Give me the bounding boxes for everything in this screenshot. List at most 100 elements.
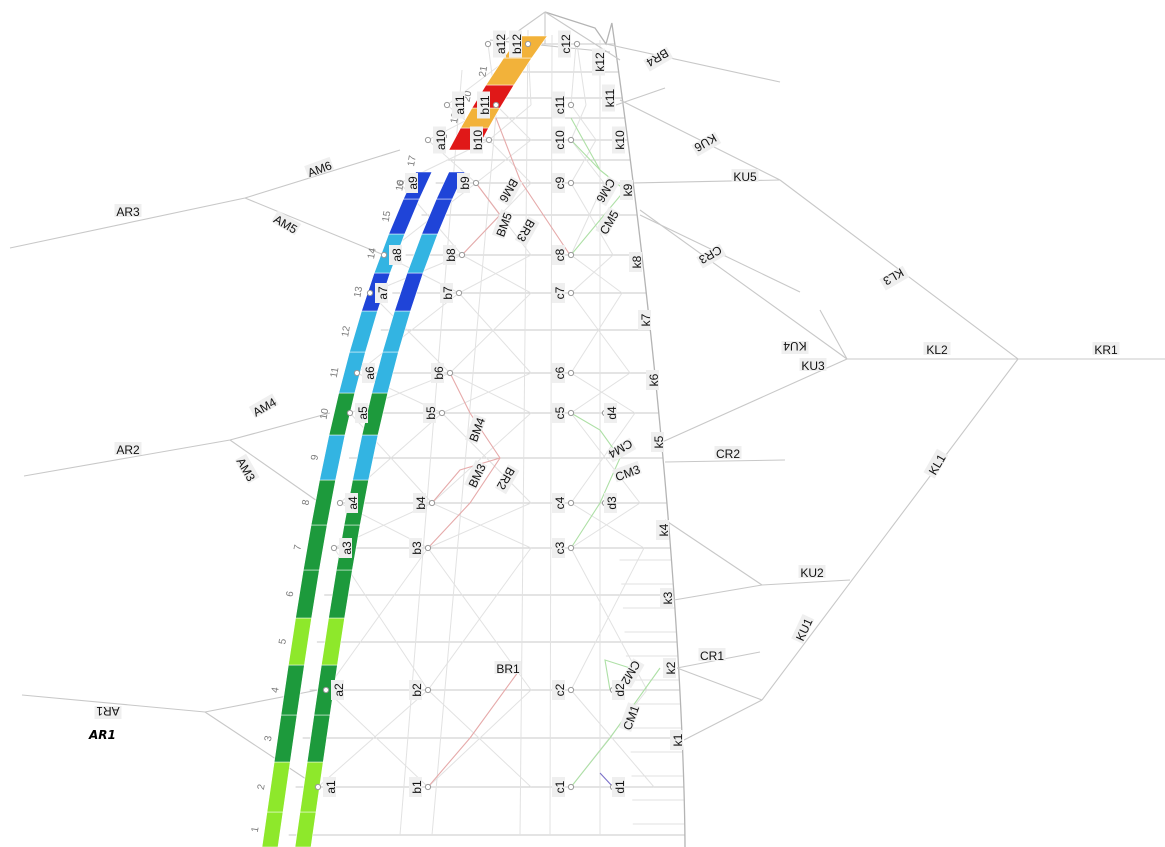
lattice <box>570 689 655 788</box>
node-a3: a3 <box>340 541 354 555</box>
ku3-line <box>659 358 848 444</box>
node-c2-group: c2 <box>552 680 567 700</box>
label-bg <box>552 680 565 700</box>
segment-number-group: 12 <box>340 325 353 338</box>
lattice <box>475 139 532 184</box>
lattice <box>570 139 597 184</box>
node-a4: a4 <box>346 496 360 510</box>
member-label-am4-group: AM4 <box>248 393 279 420</box>
node-k9: k9 <box>621 183 635 196</box>
segment-number-group: 9 <box>309 453 321 461</box>
lattice <box>570 502 641 549</box>
member-label-ku6-group: KU6 <box>691 131 722 157</box>
band-segment <box>302 524 328 571</box>
lattice <box>427 502 532 549</box>
segment-number: 13 <box>352 285 365 298</box>
node-b3: b3 <box>410 541 424 555</box>
label-bg <box>781 341 809 354</box>
node-b12: b12 <box>510 34 524 54</box>
node-a8: a8 <box>390 248 404 262</box>
label-bg <box>619 658 645 689</box>
member-label-ku2: KU2 <box>800 566 824 580</box>
member-label-kl1-group: KL1 <box>923 448 949 479</box>
label-bg <box>612 126 625 154</box>
node-c9-group: c9 <box>552 173 567 193</box>
band-segment <box>328 569 353 619</box>
node-k12-group: k12 <box>592 48 607 76</box>
node-a3-group: a3 <box>339 538 354 558</box>
label-bg <box>552 126 565 154</box>
cr2-line <box>664 459 786 463</box>
label-bg <box>304 156 335 179</box>
node-marker <box>380 251 388 259</box>
node-a1: a1 <box>324 780 338 794</box>
segment-number: 5 <box>277 637 289 645</box>
label-bg <box>440 283 453 303</box>
node-c8-group: c8 <box>552 245 567 265</box>
node-a10-group: a10 <box>433 126 448 154</box>
segment-number: 21 <box>477 65 490 78</box>
node-marker <box>567 289 575 297</box>
lattice <box>570 254 623 294</box>
node-marker <box>446 369 454 377</box>
node-k2-group: k2 <box>663 658 678 678</box>
segment-number-group: 3 <box>263 734 275 742</box>
member-label-ar1: AR1 <box>96 704 120 718</box>
lattice <box>461 254 532 294</box>
band-segment <box>319 434 346 481</box>
node-marker <box>314 783 322 791</box>
node-marker <box>573 40 581 48</box>
label-bg <box>643 46 674 72</box>
member-label-ku4: KU4 <box>783 339 807 353</box>
label-bg <box>443 245 456 265</box>
node-marker <box>424 686 432 694</box>
node-a10: a10 <box>434 130 448 150</box>
member-label-cr2: CR2 <box>716 447 740 461</box>
node-b2-group: b2 <box>409 680 424 700</box>
label-bg <box>433 126 446 154</box>
segment-number-group: 6 <box>285 590 297 598</box>
node-c6: c6 <box>553 366 567 379</box>
node-a6-group: a6 <box>362 363 377 383</box>
node-c11-group: c11 <box>552 91 567 119</box>
cm34-line <box>570 412 621 549</box>
node-k1-group: k1 <box>670 730 685 750</box>
node-marker <box>428 499 436 507</box>
node-marker <box>567 251 575 259</box>
label-bg <box>646 370 659 390</box>
node-c12: c12 <box>559 34 573 54</box>
member-label-cm3: CM3 <box>613 462 642 484</box>
label-bg <box>1092 342 1120 355</box>
member-label-am6: AM6 <box>306 158 334 180</box>
node-marker <box>330 544 338 552</box>
node-b9-group: b9 <box>457 173 472 193</box>
lattice <box>431 502 532 549</box>
lattice <box>570 372 636 414</box>
label-bg <box>558 30 571 58</box>
segment-number: 12 <box>340 325 353 338</box>
node-c7-group: c7 <box>552 283 567 303</box>
label-bg <box>423 403 436 423</box>
label-bg <box>493 30 506 58</box>
ku2-line <box>761 579 851 586</box>
node-b4-group: b4 <box>413 493 428 513</box>
label-bg <box>714 446 742 459</box>
label-bg <box>323 777 336 797</box>
label-bg <box>114 442 142 455</box>
caption-label: AR1 <box>88 728 116 742</box>
node-b8: b8 <box>444 248 458 262</box>
label-bg <box>791 613 815 644</box>
member-label-ar1-group: AR1 <box>94 704 122 719</box>
member-label-cr2-group: CR2 <box>714 446 742 461</box>
member-label-bm4: BM4 <box>466 415 488 443</box>
label-bg <box>362 363 375 383</box>
node-marker <box>396 179 404 187</box>
band-segment <box>349 310 378 353</box>
cr1-line <box>676 667 763 701</box>
member-label-kl3-group: KL3 <box>879 265 910 291</box>
label-bg <box>691 131 722 157</box>
node-marker <box>424 136 432 144</box>
node-d2: d2 <box>613 683 627 697</box>
label-bg <box>464 414 487 445</box>
node-k4-group: k4 <box>656 520 671 540</box>
